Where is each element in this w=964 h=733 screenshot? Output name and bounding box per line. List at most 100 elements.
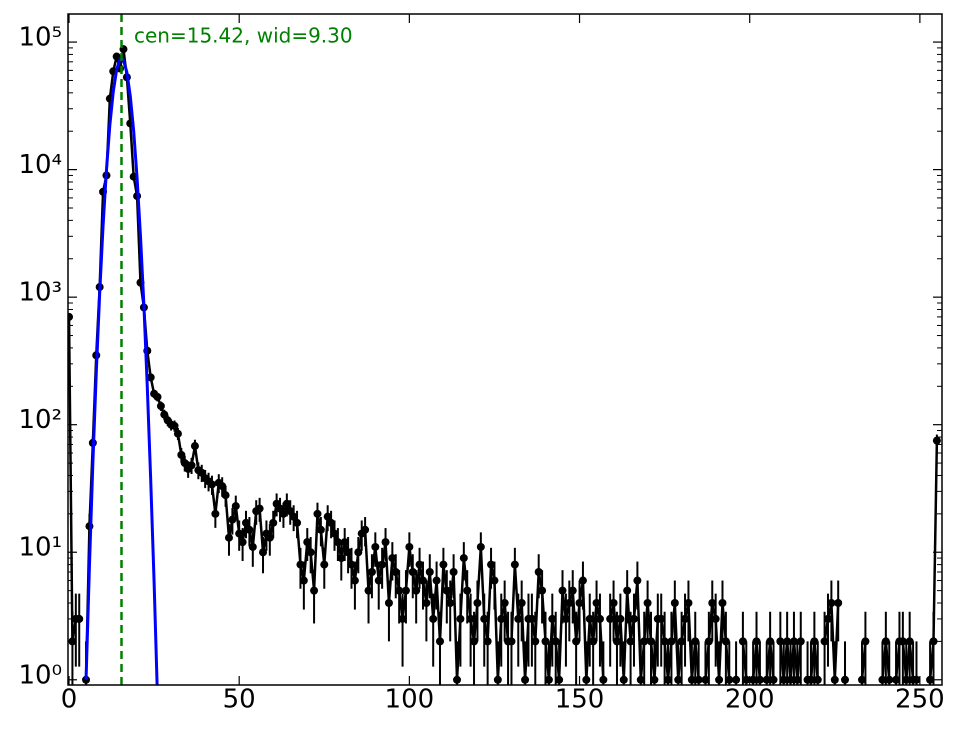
data-point — [75, 614, 84, 623]
data-point — [885, 675, 894, 684]
data-point — [180, 459, 189, 468]
data-point — [269, 518, 278, 527]
data-point — [374, 576, 383, 585]
data-point — [361, 525, 370, 534]
data-point — [500, 598, 509, 607]
data-point — [721, 637, 730, 646]
y-tick-label: 10⁰ — [18, 660, 62, 690]
data-point — [429, 614, 438, 623]
data-point — [354, 548, 363, 557]
data-point — [681, 614, 690, 623]
data-point — [633, 576, 642, 585]
data-point — [647, 637, 656, 646]
data-point — [218, 482, 227, 491]
x-tick-label: 0 — [61, 685, 78, 715]
data-point — [255, 504, 264, 513]
data-point — [609, 598, 618, 607]
data-point — [762, 675, 771, 684]
data-point — [742, 675, 751, 684]
data-point — [347, 560, 356, 569]
data-point — [401, 586, 410, 595]
data-point — [248, 542, 257, 551]
data-point — [313, 509, 322, 518]
data-point — [235, 529, 244, 538]
data-point — [674, 675, 683, 684]
data-point — [344, 548, 353, 557]
data-point — [466, 614, 475, 623]
data-point — [664, 675, 673, 684]
data-point — [616, 614, 625, 623]
data-point — [367, 567, 376, 576]
data-point — [221, 491, 230, 500]
data-point — [432, 576, 441, 585]
plot-area — [68, 14, 942, 685]
data-point — [548, 614, 557, 623]
data-point — [660, 637, 669, 646]
data-point — [439, 560, 448, 569]
x-tick-label: 200 — [725, 685, 775, 715]
data-point — [177, 450, 186, 459]
data-point — [575, 598, 584, 607]
data-point — [303, 538, 312, 547]
data-point — [160, 410, 169, 419]
data-point — [541, 637, 550, 646]
data-point — [912, 675, 921, 684]
data-point — [531, 637, 540, 646]
data-point — [558, 586, 567, 595]
data-point — [572, 637, 581, 646]
data-point — [534, 567, 543, 576]
data-point — [810, 637, 819, 646]
data-point — [473, 598, 482, 607]
data-point — [327, 518, 336, 527]
data-point — [902, 675, 911, 684]
data-point — [487, 560, 496, 569]
data-point — [718, 598, 727, 607]
data-point — [337, 554, 346, 563]
data-point — [694, 675, 703, 684]
data-point — [589, 637, 598, 646]
data-point — [766, 637, 775, 646]
data-point — [670, 598, 679, 607]
data-point — [599, 675, 608, 684]
data-point — [830, 675, 839, 684]
data-point — [330, 529, 339, 538]
data-point — [640, 637, 649, 646]
x-tick-label: 150 — [555, 685, 605, 715]
y-tick-label: 10² — [18, 405, 62, 435]
data-point — [776, 637, 785, 646]
data-point — [626, 637, 635, 646]
data-point — [510, 560, 519, 569]
data-point — [296, 560, 305, 569]
data-point — [442, 586, 451, 595]
data-point — [398, 614, 407, 623]
data-point — [555, 675, 564, 684]
data-point — [650, 675, 659, 684]
data-point — [612, 637, 621, 646]
data-point — [378, 560, 387, 569]
data-point — [418, 576, 427, 585]
data-point — [834, 598, 843, 607]
data-point — [391, 567, 400, 576]
data-point — [521, 675, 530, 684]
data-point — [456, 614, 465, 623]
data-point — [677, 637, 686, 646]
data-point — [779, 675, 788, 684]
data-point — [905, 637, 914, 646]
data-point — [619, 675, 628, 684]
axes-layer: 0 50 100 150 200 250 10⁰ 10¹ 10² 10³ 10⁴ 10⁵ cen=15.… — [18, 14, 945, 715]
data-point — [926, 675, 935, 684]
data-point — [310, 586, 319, 595]
data-point — [173, 429, 182, 438]
data-point — [320, 560, 329, 569]
data-point — [585, 614, 594, 623]
data-point — [371, 542, 380, 551]
data-point — [684, 598, 693, 607]
data-point — [170, 421, 179, 430]
data-point — [544, 675, 553, 684]
data-point — [211, 509, 220, 518]
data-point — [841, 675, 850, 684]
data-point — [732, 675, 741, 684]
data-point — [435, 637, 444, 646]
data-point — [364, 586, 373, 595]
data-point — [415, 560, 424, 569]
